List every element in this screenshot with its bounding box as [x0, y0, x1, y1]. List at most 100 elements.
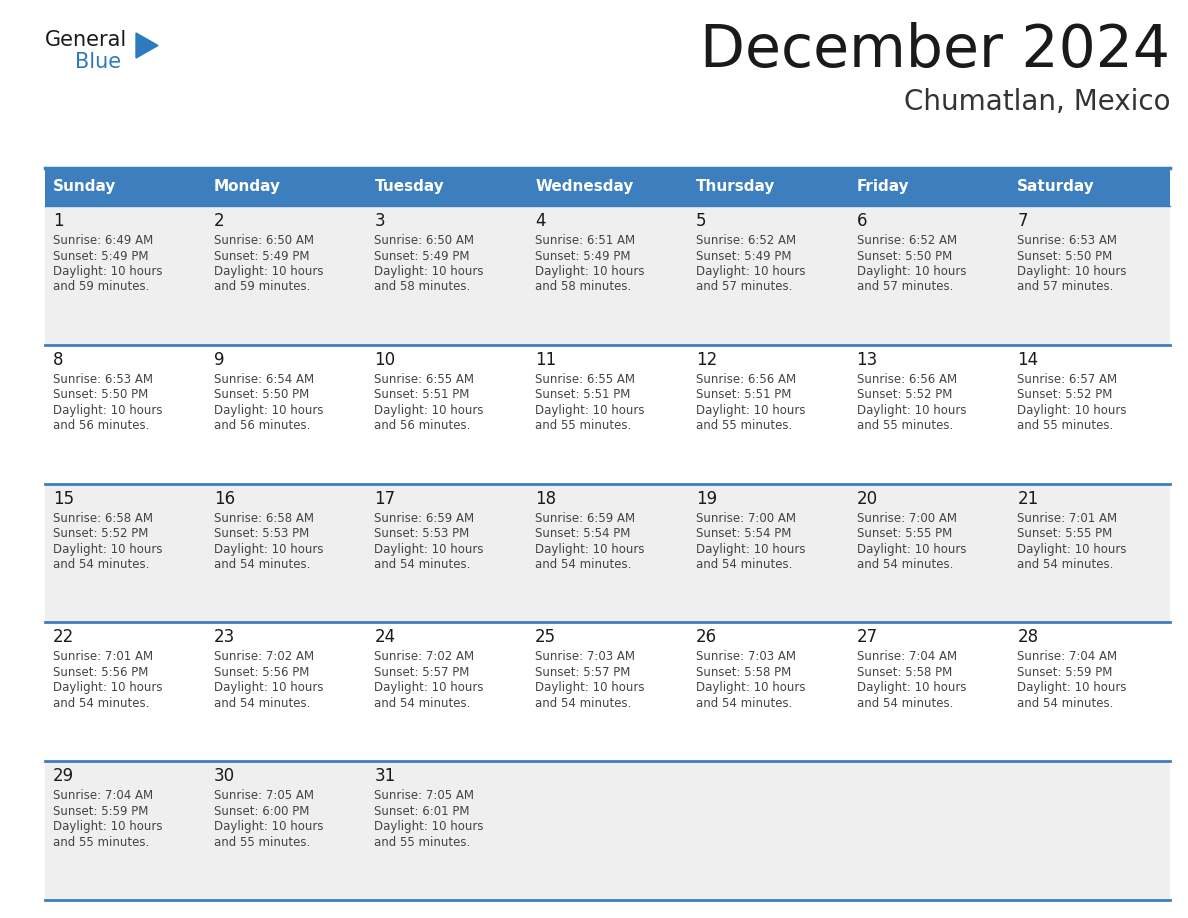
Text: Sunday: Sunday — [53, 180, 116, 195]
Bar — [45, 206, 206, 345]
Text: and 55 minutes.: and 55 minutes. — [696, 420, 792, 432]
Text: 11: 11 — [535, 351, 556, 369]
Bar — [1010, 622, 1170, 761]
Text: 21: 21 — [1017, 489, 1038, 508]
Bar — [848, 168, 1010, 206]
Text: Sunset: 5:58 PM: Sunset: 5:58 PM — [857, 666, 952, 679]
Text: Sunset: 5:53 PM: Sunset: 5:53 PM — [374, 527, 469, 540]
Text: Friday: Friday — [857, 180, 909, 195]
Text: Sunrise: 7:05 AM: Sunrise: 7:05 AM — [374, 789, 474, 802]
Bar — [527, 484, 688, 622]
Bar — [206, 345, 366, 484]
Text: and 56 minutes.: and 56 minutes. — [53, 420, 150, 432]
Text: Daylight: 10 hours: Daylight: 10 hours — [53, 820, 163, 834]
Text: and 55 minutes.: and 55 minutes. — [1017, 420, 1113, 432]
Text: Sunset: 5:50 PM: Sunset: 5:50 PM — [857, 250, 952, 263]
Text: Daylight: 10 hours: Daylight: 10 hours — [857, 543, 966, 555]
Text: and 56 minutes.: and 56 minutes. — [214, 420, 310, 432]
Text: Sunrise: 6:53 AM: Sunrise: 6:53 AM — [53, 373, 153, 386]
Text: Daylight: 10 hours: Daylight: 10 hours — [53, 543, 163, 555]
Text: Daylight: 10 hours: Daylight: 10 hours — [857, 265, 966, 278]
Text: Thursday: Thursday — [696, 180, 776, 195]
Text: and 54 minutes.: and 54 minutes. — [53, 697, 150, 710]
Text: and 57 minutes.: and 57 minutes. — [1017, 281, 1113, 294]
Text: 2: 2 — [214, 212, 225, 230]
Text: Sunrise: 6:58 AM: Sunrise: 6:58 AM — [53, 511, 153, 524]
Bar — [848, 761, 1010, 900]
Text: 13: 13 — [857, 351, 878, 369]
Text: Sunrise: 6:52 AM: Sunrise: 6:52 AM — [696, 234, 796, 247]
Text: and 57 minutes.: and 57 minutes. — [857, 281, 953, 294]
Text: Daylight: 10 hours: Daylight: 10 hours — [1017, 265, 1126, 278]
Text: Sunset: 5:52 PM: Sunset: 5:52 PM — [857, 388, 952, 401]
Text: and 58 minutes.: and 58 minutes. — [535, 281, 631, 294]
Text: 12: 12 — [696, 351, 718, 369]
Text: 14: 14 — [1017, 351, 1038, 369]
Text: and 54 minutes.: and 54 minutes. — [696, 697, 792, 710]
Bar — [848, 206, 1010, 345]
Bar — [688, 345, 848, 484]
Bar — [45, 345, 206, 484]
Text: 10: 10 — [374, 351, 396, 369]
Text: Sunrise: 6:56 AM: Sunrise: 6:56 AM — [857, 373, 956, 386]
Text: 24: 24 — [374, 629, 396, 646]
Text: Sunset: 5:49 PM: Sunset: 5:49 PM — [374, 250, 470, 263]
Text: and 55 minutes.: and 55 minutes. — [214, 835, 310, 849]
Text: 28: 28 — [1017, 629, 1038, 646]
Text: Sunset: 6:01 PM: Sunset: 6:01 PM — [374, 805, 470, 818]
Bar — [1010, 761, 1170, 900]
Text: Sunset: 5:50 PM: Sunset: 5:50 PM — [214, 388, 309, 401]
Text: Sunset: 5:49 PM: Sunset: 5:49 PM — [214, 250, 309, 263]
Text: and 54 minutes.: and 54 minutes. — [214, 558, 310, 571]
Text: Sunset: 5:57 PM: Sunset: 5:57 PM — [374, 666, 469, 679]
Text: Daylight: 10 hours: Daylight: 10 hours — [214, 404, 323, 417]
Text: Daylight: 10 hours: Daylight: 10 hours — [1017, 404, 1126, 417]
Text: 6: 6 — [857, 212, 867, 230]
Text: and 54 minutes.: and 54 minutes. — [374, 697, 470, 710]
Text: Daylight: 10 hours: Daylight: 10 hours — [696, 404, 805, 417]
Text: Daylight: 10 hours: Daylight: 10 hours — [214, 265, 323, 278]
Text: 27: 27 — [857, 629, 878, 646]
Text: and 54 minutes.: and 54 minutes. — [53, 558, 150, 571]
Text: and 55 minutes.: and 55 minutes. — [53, 835, 150, 849]
Text: Sunset: 5:56 PM: Sunset: 5:56 PM — [214, 666, 309, 679]
Bar — [45, 622, 206, 761]
Text: Daylight: 10 hours: Daylight: 10 hours — [535, 543, 645, 555]
Bar — [366, 206, 527, 345]
Text: Sunset: 5:50 PM: Sunset: 5:50 PM — [53, 388, 148, 401]
Bar — [688, 206, 848, 345]
Bar — [206, 168, 366, 206]
Bar — [688, 622, 848, 761]
Bar — [366, 761, 527, 900]
Text: 1: 1 — [53, 212, 64, 230]
Bar — [848, 622, 1010, 761]
Text: 25: 25 — [535, 629, 556, 646]
Text: and 54 minutes.: and 54 minutes. — [214, 697, 310, 710]
Text: 3: 3 — [374, 212, 385, 230]
Text: Daylight: 10 hours: Daylight: 10 hours — [214, 681, 323, 694]
Text: and 54 minutes.: and 54 minutes. — [857, 697, 953, 710]
Text: Sunset: 6:00 PM: Sunset: 6:00 PM — [214, 805, 309, 818]
Text: Sunrise: 6:56 AM: Sunrise: 6:56 AM — [696, 373, 796, 386]
Text: Sunrise: 7:00 AM: Sunrise: 7:00 AM — [857, 511, 956, 524]
Text: Sunrise: 6:51 AM: Sunrise: 6:51 AM — [535, 234, 636, 247]
Text: Sunrise: 6:50 AM: Sunrise: 6:50 AM — [374, 234, 474, 247]
Text: Daylight: 10 hours: Daylight: 10 hours — [214, 543, 323, 555]
Text: 16: 16 — [214, 489, 235, 508]
Text: Sunrise: 6:55 AM: Sunrise: 6:55 AM — [535, 373, 636, 386]
Text: Wednesday: Wednesday — [535, 180, 633, 195]
Text: Sunrise: 7:01 AM: Sunrise: 7:01 AM — [53, 650, 153, 664]
Text: and 59 minutes.: and 59 minutes. — [53, 281, 150, 294]
Text: and 55 minutes.: and 55 minutes. — [857, 420, 953, 432]
Text: 23: 23 — [214, 629, 235, 646]
Text: and 54 minutes.: and 54 minutes. — [696, 558, 792, 571]
Bar — [206, 206, 366, 345]
Text: 9: 9 — [214, 351, 225, 369]
Text: Daylight: 10 hours: Daylight: 10 hours — [53, 265, 163, 278]
Text: Daylight: 10 hours: Daylight: 10 hours — [374, 265, 484, 278]
Text: Sunset: 5:56 PM: Sunset: 5:56 PM — [53, 666, 148, 679]
Text: and 59 minutes.: and 59 minutes. — [214, 281, 310, 294]
Text: General: General — [45, 30, 127, 50]
Text: Sunset: 5:51 PM: Sunset: 5:51 PM — [696, 388, 791, 401]
Text: Sunset: 5:49 PM: Sunset: 5:49 PM — [535, 250, 631, 263]
